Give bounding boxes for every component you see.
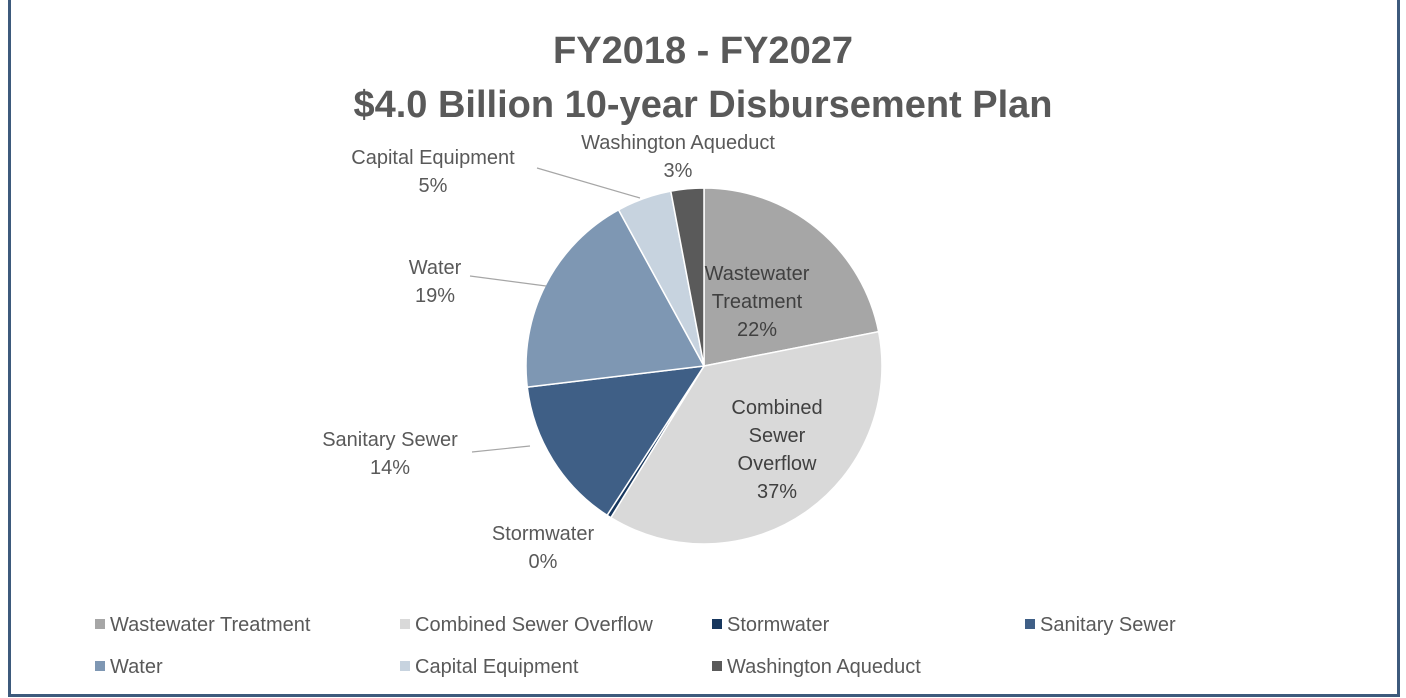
data-label-value: 37% xyxy=(756,481,798,503)
legend-swatch xyxy=(1025,619,1035,629)
legend-swatch xyxy=(400,619,410,629)
legend-label: Wastewater Treatment xyxy=(110,614,311,636)
data-label-name: Wastewater Treatment xyxy=(704,263,810,313)
data-label-name: Sanitary Sewer xyxy=(322,429,458,451)
data-label-value: 0% xyxy=(528,551,558,573)
legend-label: Water xyxy=(110,656,163,678)
data-label-name: Combined Sewer Overflow xyxy=(731,397,823,475)
legend-swatch xyxy=(400,661,410,671)
legend-entry: Washington Aqueduct xyxy=(712,655,921,679)
chart-subtitle: $4.0 Billion 10-year Disbursement Plan xyxy=(353,84,1053,126)
legend-entry: Capital Equipment xyxy=(400,655,578,679)
legend-entry: Sanitary Sewer xyxy=(1025,613,1176,637)
pie-slice xyxy=(669,187,705,367)
data-label: Water 19% xyxy=(375,254,495,310)
data-label-name: Capital Equipment xyxy=(351,147,515,169)
data-label-name: Washington Aqueduct xyxy=(581,132,775,154)
data-label-value: 14% xyxy=(369,457,411,479)
legend-swatch xyxy=(95,661,105,671)
data-label-value: 5% xyxy=(418,175,448,197)
leader-line xyxy=(536,167,641,199)
data-label: Wastewater Treatment 22% xyxy=(692,260,822,344)
legend-entry: Wastewater Treatment xyxy=(95,613,310,637)
data-label: Combined Sewer Overflow 37% xyxy=(722,394,832,506)
legend-label: Capital Equipment xyxy=(415,656,579,678)
legend-swatch xyxy=(712,619,722,629)
pie-slice xyxy=(525,208,706,388)
data-label: Stormwater 0% xyxy=(443,520,643,576)
legend-label: Stormwater xyxy=(727,614,830,636)
legend-entry: Water xyxy=(95,655,163,679)
legend-label: Sanitary Sewer xyxy=(1040,614,1176,636)
data-label-name: Water xyxy=(408,257,462,279)
pie-slice xyxy=(703,187,880,367)
legend-entry: Combined Sewer Overflow xyxy=(400,613,653,637)
pie-slice xyxy=(609,330,883,545)
data-label: Capital Equipment 5% xyxy=(323,144,543,200)
pie-slice xyxy=(526,365,706,517)
data-label: Sanitary Sewer 14% xyxy=(280,426,500,482)
legend-entry: Stormwater xyxy=(712,613,829,637)
leader-line xyxy=(471,445,531,453)
data-label-value: 3% xyxy=(663,160,693,182)
data-label-value: 19% xyxy=(414,285,456,307)
data-label-name: Stormwater xyxy=(491,523,595,545)
chart-title: FY2018 - FY2027 xyxy=(553,30,853,72)
legend-swatch xyxy=(712,661,722,671)
data-label-value: 22% xyxy=(736,319,778,341)
data-label: Washington Aqueduct 3% xyxy=(548,129,808,185)
legend-label: Washington Aqueduct xyxy=(727,656,921,678)
legend-swatch xyxy=(95,619,105,629)
legend-label: Combined Sewer Overflow xyxy=(415,614,653,636)
leader-line xyxy=(469,275,547,287)
